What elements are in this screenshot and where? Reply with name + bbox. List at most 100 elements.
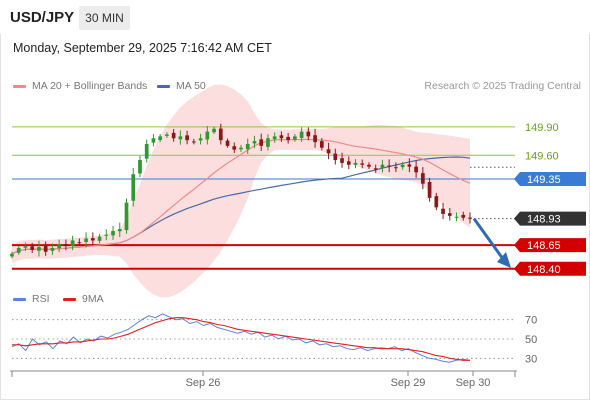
symbol-title: USD/JPY bbox=[10, 9, 75, 26]
ma20-swatch bbox=[13, 84, 26, 88]
candle bbox=[353, 159, 358, 169]
candle bbox=[286, 133, 290, 144]
x-tick-label: Sep 26 bbox=[186, 377, 221, 389]
price-label-text: 148.65 bbox=[527, 240, 561, 252]
candle bbox=[232, 142, 237, 153]
candle bbox=[192, 138, 196, 145]
ma50-legend: MA 50 bbox=[157, 80, 206, 92]
forecast-arrow bbox=[472, 217, 511, 269]
rsi-line bbox=[11, 313, 471, 363]
candle bbox=[468, 212, 472, 224]
ma50-swatch bbox=[157, 84, 170, 88]
candle bbox=[30, 242, 35, 254]
candle bbox=[10, 251, 14, 259]
candle bbox=[259, 133, 264, 151]
price-label-text: 149.35 bbox=[527, 174, 561, 186]
x-tick-label: Sep 30 bbox=[456, 377, 491, 389]
candle bbox=[198, 133, 203, 145]
candle bbox=[144, 139, 149, 163]
candle bbox=[131, 167, 136, 207]
candle bbox=[212, 126, 216, 135]
candle bbox=[319, 138, 324, 151]
price-label-text: 148.40 bbox=[527, 264, 561, 276]
candle bbox=[70, 235, 75, 251]
candle bbox=[293, 134, 297, 142]
candle bbox=[165, 132, 169, 138]
ma20-legend-label: MA 20 + Bollinger Bands bbox=[32, 80, 148, 92]
candle bbox=[124, 198, 129, 234]
candle bbox=[245, 138, 250, 154]
candle bbox=[387, 159, 392, 173]
candle bbox=[16, 245, 21, 255]
price-label-149.60: 149.60 bbox=[525, 150, 559, 162]
price-label-149.35: 149.35 bbox=[514, 171, 586, 186]
candle bbox=[400, 161, 405, 170]
candle bbox=[313, 128, 317, 148]
timeframe-button[interactable]: 30 MIN bbox=[79, 6, 130, 30]
candle bbox=[434, 192, 439, 211]
rsi-swatch bbox=[13, 297, 26, 301]
price-label-148.93: 148.93 bbox=[514, 211, 586, 226]
candle bbox=[461, 211, 466, 221]
candle bbox=[373, 164, 378, 173]
candle bbox=[326, 142, 331, 160]
candle bbox=[104, 229, 109, 241]
candle bbox=[90, 232, 95, 246]
candle bbox=[427, 177, 432, 202]
candle bbox=[421, 167, 425, 190]
rsi-tick-label: 30 bbox=[525, 353, 537, 365]
rsi-legend-label: RSI bbox=[32, 293, 50, 305]
candle bbox=[394, 162, 398, 173]
rsi-ma-legend-label: 9MA bbox=[82, 293, 104, 305]
candle bbox=[77, 238, 82, 246]
candle bbox=[218, 123, 223, 145]
rsi-legend: RSI bbox=[13, 293, 50, 305]
candle bbox=[360, 159, 365, 169]
candle bbox=[111, 225, 115, 240]
rsi-ma-swatch bbox=[63, 297, 76, 301]
candle bbox=[272, 132, 277, 143]
price-label-148.40: 148.40 bbox=[514, 261, 586, 276]
candle bbox=[158, 134, 163, 143]
rsi-tick-label: 50 bbox=[525, 334, 537, 346]
chart-header: USD/JPY 30 MIN bbox=[0, 0, 590, 34]
candle bbox=[117, 222, 122, 238]
rsi-ma-line bbox=[12, 317, 470, 361]
candle bbox=[185, 130, 189, 145]
candle bbox=[252, 135, 257, 149]
x-tick-label: Sep 29 bbox=[391, 377, 426, 389]
candle bbox=[299, 127, 304, 142]
ma20-legend: MA 20 + Bollinger Bands bbox=[13, 80, 147, 92]
candle bbox=[23, 242, 28, 252]
candle bbox=[171, 129, 176, 142]
candle bbox=[43, 241, 48, 256]
candle bbox=[333, 148, 338, 165]
candle bbox=[97, 233, 102, 244]
candle bbox=[239, 144, 243, 152]
candle bbox=[447, 208, 452, 221]
rsi-ma-legend: 9MA bbox=[63, 293, 104, 305]
candle bbox=[138, 155, 142, 178]
candle bbox=[84, 232, 88, 248]
candle bbox=[380, 159, 385, 173]
price-label-149.90: 149.90 bbox=[525, 122, 559, 134]
price-label-text: 148.93 bbox=[527, 214, 561, 226]
candle bbox=[50, 243, 55, 255]
datetime-label: Monday, September 29, 2025 7:16:42 AM CE… bbox=[13, 41, 272, 55]
bollinger-band bbox=[12, 84, 470, 298]
research-credit: Research © 2025 Trading Central bbox=[424, 80, 581, 92]
candle bbox=[37, 240, 41, 257]
candle bbox=[178, 130, 183, 145]
candle bbox=[205, 126, 210, 145]
candle bbox=[151, 134, 156, 147]
candle bbox=[266, 134, 270, 151]
candle bbox=[441, 203, 445, 220]
candle bbox=[279, 131, 284, 142]
candle bbox=[57, 239, 61, 253]
candle bbox=[407, 158, 412, 173]
rsi-tick-label: 70 bbox=[525, 315, 537, 327]
candle bbox=[414, 160, 418, 178]
candle bbox=[340, 152, 344, 168]
candle bbox=[367, 162, 371, 169]
